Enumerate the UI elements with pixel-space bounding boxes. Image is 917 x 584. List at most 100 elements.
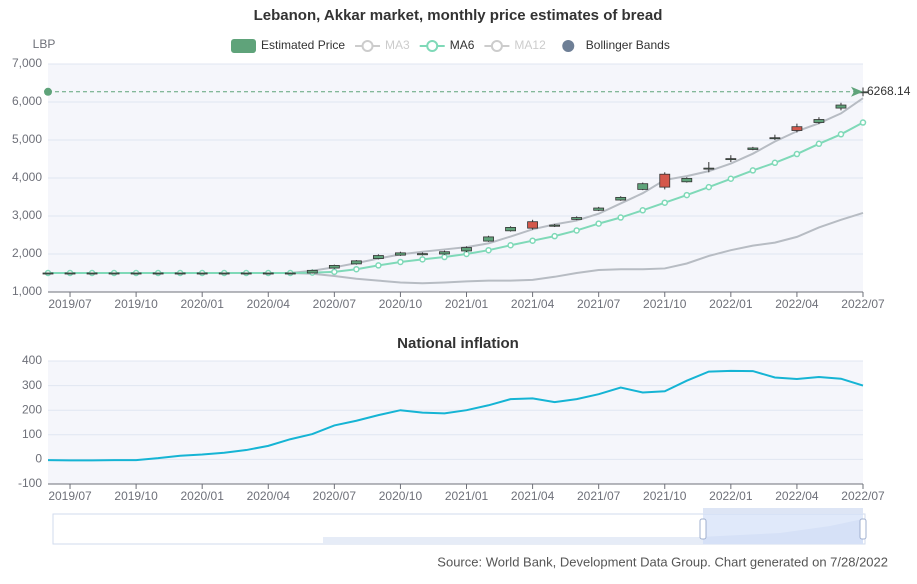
candle-body [659, 173, 671, 188]
candle-body [152, 272, 164, 275]
ma6-point [507, 242, 514, 249]
ma6-point [595, 220, 602, 227]
legend-icon [231, 39, 256, 53]
candle-body [615, 196, 627, 201]
x-tick-label: 2022/01 [709, 297, 753, 311]
candle-body [64, 272, 76, 275]
candle-body [637, 183, 649, 190]
ma6-point [397, 258, 404, 266]
x-tick-label: 2020/04 [247, 297, 291, 311]
x-tick-label: 2019/07 [48, 489, 92, 503]
candle-body [835, 104, 847, 109]
candle-body [240, 272, 252, 275]
candle-body [373, 255, 384, 259]
series-line [47, 369, 864, 462]
x-tick-label: 2020/10 [379, 489, 423, 503]
candle-body [395, 252, 406, 256]
x-tick-label: 2020/07 [313, 489, 357, 503]
candle-body [439, 251, 450, 255]
ma6-point [617, 214, 624, 221]
ma6-point [441, 253, 448, 261]
candle-body [813, 119, 825, 123]
candle-body [725, 158, 737, 161]
y-tick-label: 300 [22, 378, 42, 392]
x-tick-label: 2019/10 [114, 489, 158, 503]
legend-icon [562, 40, 575, 52]
candle-body [328, 264, 340, 269]
candle-body [218, 272, 230, 275]
legend-label[interactable]: MA6 [450, 38, 475, 52]
candle-body [130, 272, 142, 275]
x-tick-label: 2022/07 [841, 297, 885, 311]
candle-body [483, 236, 494, 242]
candle-body [42, 272, 54, 275]
x-tick-label: 2020/07 [313, 297, 357, 311]
candle-body [549, 224, 561, 227]
slider-handle[interactable] [699, 518, 707, 540]
y-tick-label: 400 [22, 353, 42, 367]
candle-body [703, 167, 715, 170]
y-tick-label: 1,000 [12, 284, 42, 298]
ma6-point [705, 183, 713, 191]
legend-label[interactable]: Bollinger Bands [586, 38, 670, 52]
candle-body [747, 147, 759, 150]
y-tick-label: 0 [35, 452, 42, 466]
ma6-point [727, 175, 735, 183]
candle-body [417, 253, 428, 256]
candle-body [284, 272, 296, 275]
ma6-point [793, 150, 801, 158]
chart-title: Lebanon, Akkar market, monthly price est… [254, 7, 663, 24]
legend-label[interactable]: MA12 [514, 38, 546, 52]
legend-icon [361, 40, 374, 52]
ma6-point [661, 199, 669, 206]
candle-body [527, 221, 538, 229]
candle-body [108, 272, 120, 275]
slider-bar[interactable] [703, 508, 863, 514]
x-tick-label: 2020/10 [379, 297, 423, 311]
candle-body [350, 260, 362, 265]
candle-body [196, 272, 208, 275]
ma6-point [859, 119, 867, 126]
x-tick-label: 2021/07 [577, 489, 621, 503]
candle-body [86, 272, 98, 275]
ma6-point [463, 250, 470, 258]
x-tick-label: 2022/01 [709, 489, 753, 503]
ma6-point [331, 268, 338, 276]
candle-body [262, 272, 274, 275]
x-tick-label: 2020/04 [247, 489, 291, 503]
y-tick-label: 6,000 [12, 94, 42, 108]
y-tick-label: 3,000 [12, 208, 42, 222]
x-tick-label: 2021/01 [445, 489, 489, 503]
ma6-point [353, 265, 360, 273]
source-note: Source: World Bank, Development Data Gro… [437, 554, 888, 569]
mark-line-start [44, 87, 52, 96]
zoom-slider[interactable] [52, 508, 867, 545]
x-tick-label: 2022/04 [775, 489, 819, 503]
y-tick-label: -100 [18, 476, 42, 490]
y-tick-label: 7,000 [12, 56, 42, 70]
chart-title: National inflation [397, 335, 519, 352]
candle-body [593, 207, 605, 211]
x-tick-label: 2021/10 [643, 489, 687, 503]
ma6-point [551, 232, 558, 240]
x-tick-label: 2019/07 [48, 297, 92, 311]
ma6-point [837, 131, 845, 138]
slider-window[interactable] [703, 514, 863, 544]
legend-label[interactable]: Estimated Price [261, 38, 345, 52]
legend-icon [426, 40, 439, 52]
candle-body [681, 177, 693, 183]
x-tick-label: 2021/01 [445, 297, 489, 311]
mark-line-label: 6268.14 [867, 84, 911, 98]
x-tick-label: 2022/07 [841, 489, 885, 503]
y-tick-label: 5,000 [12, 132, 42, 146]
legend-icon [490, 40, 503, 52]
ma6-point [815, 140, 823, 148]
legend-label[interactable]: MA3 [385, 38, 410, 52]
y-tick-label: 100 [22, 427, 42, 441]
y-tick-label: 200 [22, 402, 42, 416]
x-tick-label: 2019/10 [114, 297, 158, 311]
y-tick-label: 2,000 [12, 246, 42, 260]
slider-handle[interactable] [859, 518, 867, 540]
candle-body [306, 269, 318, 274]
x-tick-label: 2020/01 [180, 489, 224, 503]
